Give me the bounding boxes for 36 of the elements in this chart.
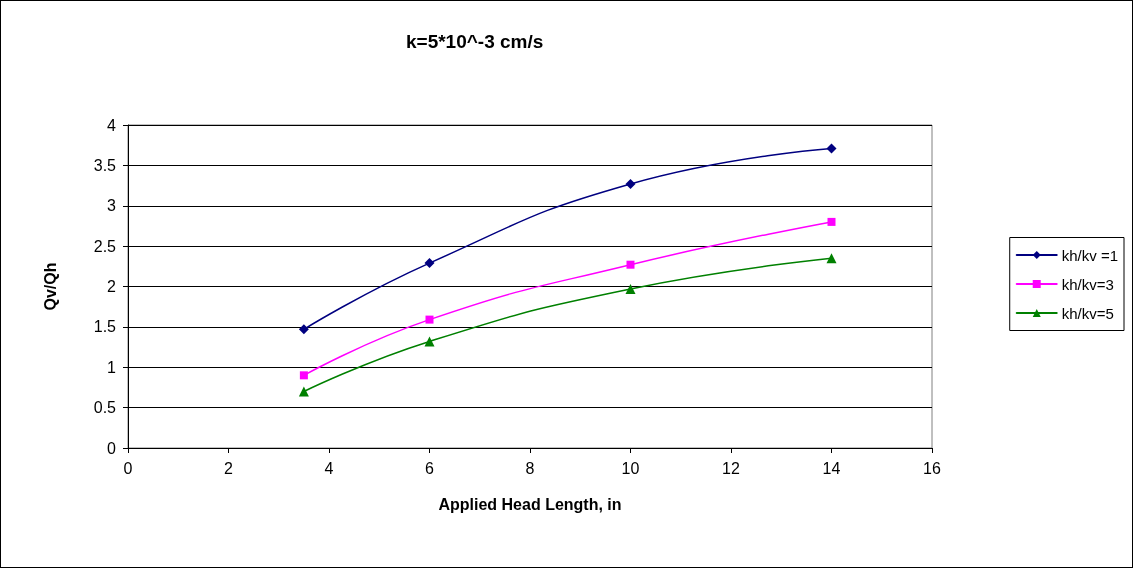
x-tick-label: 16	[923, 459, 941, 477]
point	[299, 371, 308, 380]
x-tick-label: 2	[224, 459, 234, 477]
x-tick-label: 0	[123, 459, 133, 477]
point	[425, 315, 434, 324]
point	[424, 258, 435, 269]
x-tick-label: 10	[621, 459, 640, 477]
y-tick-label: 3.5	[93, 156, 117, 174]
y-tick-label: 2.5	[93, 237, 117, 255]
point	[625, 283, 636, 294]
point	[298, 324, 309, 335]
legend-label: kh/kv =1	[1061, 246, 1118, 264]
chart-title: k=5*10^-3 cm/s	[406, 31, 544, 52]
point	[827, 217, 836, 226]
point	[826, 253, 837, 264]
x-tick-label: 14	[822, 459, 841, 477]
x-tick-label: 4	[324, 459, 334, 477]
y-tick-label: 0	[107, 439, 117, 457]
legend-label: kh/kv=5	[1061, 304, 1114, 322]
point	[424, 336, 435, 347]
y-tick-label: 0.5	[93, 399, 117, 417]
x-tick-label: 8	[525, 459, 535, 477]
y-tick-label: 3	[107, 197, 117, 215]
y-axis-title: Qv/Qh	[41, 262, 59, 311]
x-axis-title: Applied Head Length, in	[438, 495, 622, 513]
point	[625, 178, 636, 189]
point	[826, 143, 837, 154]
legend-label: kh/kv=3	[1061, 275, 1114, 293]
y-tick-label: 1	[107, 358, 117, 376]
point	[298, 386, 309, 397]
y-tick-label: 4	[107, 116, 117, 134]
y-tick-label: 2	[107, 278, 117, 295]
x-tick-label: 12	[722, 459, 740, 477]
x-tick-label: 6	[425, 459, 435, 477]
y-tick-label: 1.5	[93, 318, 117, 336]
point	[626, 260, 635, 269]
